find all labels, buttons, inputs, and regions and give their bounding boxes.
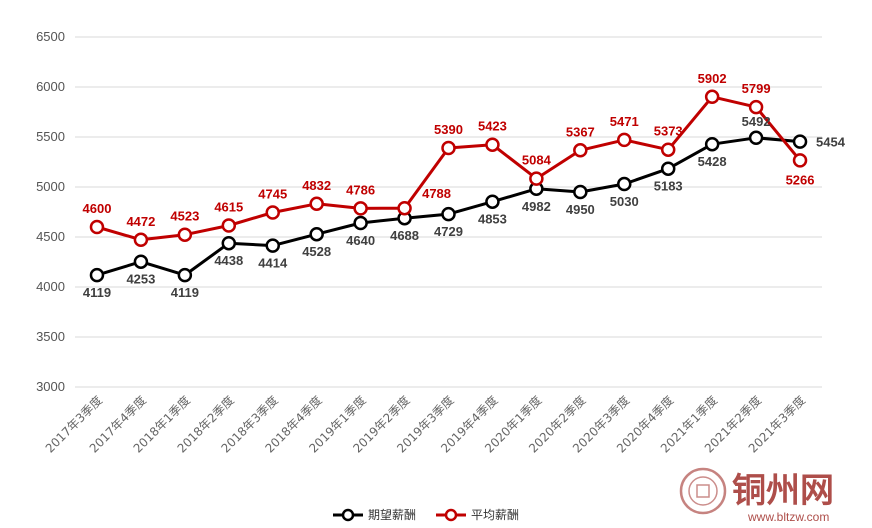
data-label: 4832 xyxy=(302,178,331,193)
data-point xyxy=(265,205,280,220)
data-label: 5266 xyxy=(786,172,815,187)
legend-label: 平均薪酬 xyxy=(471,508,519,522)
data-label: 4745 xyxy=(258,187,287,202)
seal-icon xyxy=(679,467,727,515)
data-label: 4600 xyxy=(83,201,112,216)
data-label: 4414 xyxy=(258,256,288,271)
data-point xyxy=(397,200,412,216)
data-point xyxy=(529,171,544,186)
data-point xyxy=(353,215,368,231)
data-label: 4640 xyxy=(346,233,375,248)
data-point xyxy=(573,184,588,200)
data-label: 4472 xyxy=(126,214,155,229)
data-label: 4788 xyxy=(422,186,451,201)
data-label: 5183 xyxy=(654,179,683,194)
data-point xyxy=(441,206,456,222)
data-label: 4729 xyxy=(434,224,463,239)
data-point xyxy=(792,153,808,168)
y-tick-label: 6000 xyxy=(36,79,65,94)
data-label: 5084 xyxy=(522,153,552,168)
data-label: 4688 xyxy=(390,228,419,243)
data-point xyxy=(748,130,764,146)
data-point xyxy=(309,196,324,212)
data-label: 5799 xyxy=(742,81,771,96)
y-tick-label: 4500 xyxy=(36,229,65,244)
data-point xyxy=(353,201,368,216)
data-point xyxy=(617,132,632,148)
data-label: 5390 xyxy=(434,122,463,137)
gridlines xyxy=(75,36,822,388)
data-point xyxy=(485,137,500,152)
data-label: 5367 xyxy=(566,124,595,139)
data-point xyxy=(177,267,193,283)
legend-marker xyxy=(341,508,355,522)
data-label: 5030 xyxy=(610,194,639,209)
data-point xyxy=(748,99,764,115)
data-label: 5373 xyxy=(654,124,683,139)
y-tick-label: 5000 xyxy=(36,179,65,194)
data-point xyxy=(221,235,237,251)
data-point xyxy=(660,161,676,176)
data-label: 4982 xyxy=(522,199,551,214)
data-point xyxy=(89,267,105,283)
y-axis: 3000 3500 4000 4500 5000 5500 6000 6500 xyxy=(36,29,65,394)
legend: 期望薪酬 平均薪酬 xyxy=(333,508,519,522)
legend-marker xyxy=(444,508,458,522)
data-point xyxy=(792,134,808,149)
series-line xyxy=(96,136,801,277)
data-point xyxy=(309,226,324,242)
x-axis: 2017年3季度2017年4季度2018年1季度2018年2季度2018年3季度… xyxy=(42,393,808,456)
data-point xyxy=(89,219,105,235)
watermark: 铜州网 www.bltzw.com xyxy=(679,467,834,524)
data-point xyxy=(265,238,280,253)
y-tick-label: 5500 xyxy=(36,129,65,144)
data-point xyxy=(704,136,720,152)
data-label: 4253 xyxy=(126,272,155,287)
y-tick-label: 3500 xyxy=(36,329,65,344)
y-tick-label: 4000 xyxy=(36,279,65,294)
data-point xyxy=(133,232,149,248)
data-label: 5902 xyxy=(698,71,727,86)
data-label: 4786 xyxy=(346,182,375,197)
data-label: 4853 xyxy=(478,212,507,227)
data-point xyxy=(485,194,500,209)
data-labels: 4119 4253 4119 4438 4414 4528 4640 4688 4729 4853… xyxy=(83,71,846,300)
data-label: 5428 xyxy=(698,154,727,169)
data-point xyxy=(617,176,632,192)
data-label: 5492 xyxy=(742,114,771,129)
data-point xyxy=(441,140,456,156)
y-tick-label: 3000 xyxy=(36,379,65,394)
data-label: 4950 xyxy=(566,202,595,217)
series-lines xyxy=(89,89,808,283)
watermark-title: 铜州网 xyxy=(732,471,834,511)
data-label: 5423 xyxy=(478,119,507,134)
data-label: 4528 xyxy=(302,244,331,259)
data-point xyxy=(133,254,149,269)
data-label: 4119 xyxy=(83,285,111,300)
y-tick-label: 6500 xyxy=(36,29,65,44)
data-point xyxy=(177,227,193,242)
data-label: 5471 xyxy=(610,114,639,129)
legend-label: 期望薪酬 xyxy=(368,508,416,522)
data-label: 4523 xyxy=(170,209,199,224)
data-point xyxy=(660,142,676,157)
data-label: 5454 xyxy=(816,135,846,150)
data-label: 4119 xyxy=(171,285,199,300)
data-point xyxy=(221,218,237,233)
data-label: 4438 xyxy=(214,253,243,268)
watermark-url: www.bltzw.com xyxy=(747,510,829,524)
data-label: 4615 xyxy=(214,200,243,215)
data-point xyxy=(704,89,720,105)
data-point xyxy=(573,143,588,158)
